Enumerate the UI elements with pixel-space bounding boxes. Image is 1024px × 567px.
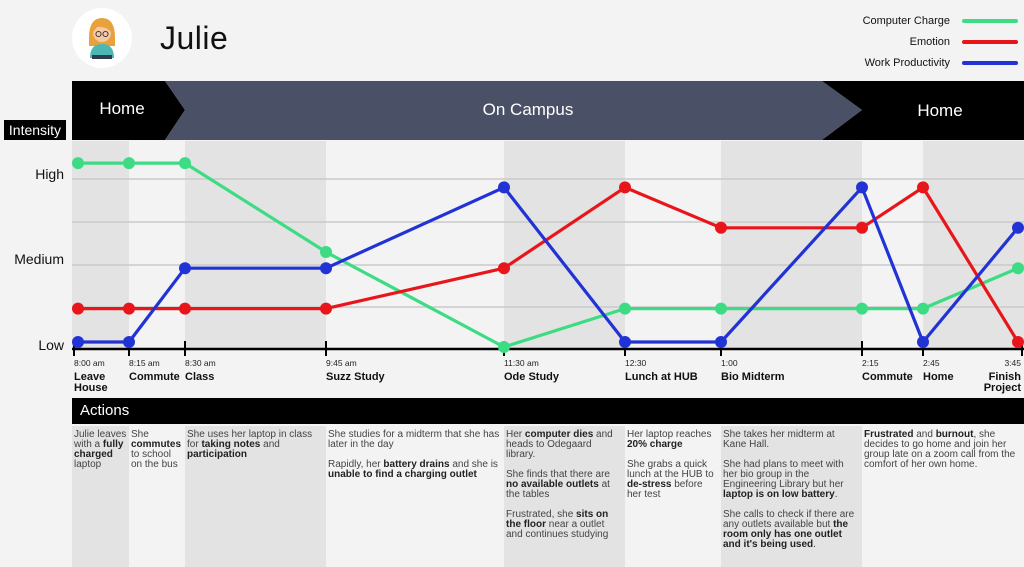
column-band (625, 141, 721, 349)
data-point-work-productivity (1012, 221, 1024, 234)
legend-swatch (962, 60, 1018, 65)
phase-label-home-end: Home (917, 101, 962, 120)
legend-item-emotion: Emotion (863, 31, 1018, 52)
action-note: She studies for a midterm that she has l… (328, 429, 500, 480)
data-point-computer-charge (715, 302, 727, 315)
x-time-label: 8:00 am (74, 358, 105, 368)
legend-swatch (962, 39, 1018, 44)
data-point-emotion (498, 262, 510, 275)
action-note: Frustrated and burnout, she decides to g… (864, 429, 1016, 470)
data-point-work-productivity (72, 336, 84, 348)
x-time-label: 2:45 (923, 358, 940, 368)
data-point-computer-charge (1012, 262, 1024, 275)
data-point-emotion (123, 302, 135, 315)
y-tick-label: Medium (14, 251, 64, 267)
phase-band-home-start (72, 81, 185, 140)
legend-label: Work Productivity (864, 56, 950, 69)
action-note: Her laptop reaches 20% charge She grabs a… (627, 429, 714, 500)
series-line-work-productivity (78, 185, 1020, 344)
x-time-label: 1:00 (721, 358, 738, 368)
actions-header: Actions (72, 398, 1024, 424)
column-band (185, 141, 326, 349)
chart-legend: Computer Charge Emotion Work Productivit… (863, 10, 1018, 73)
data-point-emotion (1012, 336, 1024, 348)
column-band (923, 141, 1024, 349)
data-point-work-productivity (498, 181, 510, 194)
legend-label: Emotion (909, 35, 950, 48)
column-band (129, 141, 185, 349)
data-point-computer-charge (179, 157, 191, 170)
x-stop-label: Lunch at HUB (625, 371, 698, 383)
data-point-computer-charge (917, 302, 929, 315)
x-stop-label: Commute (129, 371, 180, 383)
data-point-emotion (917, 181, 929, 194)
woman-avatar-icon (89, 18, 115, 59)
phase-label-home-start: Home (99, 99, 144, 118)
x-time-label: 2:15 (862, 358, 879, 368)
data-point-work-productivity (917, 336, 929, 348)
data-point-emotion (856, 221, 868, 234)
data-point-work-productivity (715, 336, 727, 348)
data-point-emotion (320, 302, 332, 315)
x-stop-label: Commute (862, 371, 913, 383)
series-line-emotion (78, 185, 1020, 343)
intensity-label-box (4, 120, 66, 140)
x-time-label: 11:30 am (504, 358, 539, 368)
x-stop-label: Ode Study (504, 371, 560, 383)
action-note: Julie leaves with a fully charged laptop (72, 426, 129, 567)
legend-item-work-productivity: Work Productivity (863, 52, 1018, 73)
data-point-work-productivity (320, 262, 332, 275)
x-time-label: 8:30 am (185, 358, 216, 368)
data-point-work-productivity (123, 336, 135, 348)
data-point-emotion (72, 302, 84, 315)
data-point-emotion (179, 302, 191, 315)
legend-label: Computer Charge (862, 14, 950, 27)
x-stop-label: Leave House (74, 371, 108, 394)
data-point-emotion (715, 221, 727, 234)
x-stop-label: Bio Midterm (721, 371, 785, 383)
persona-name: Julie (160, 20, 229, 56)
avatar (72, 8, 132, 68)
phase-band-home-end (822, 81, 1024, 140)
data-point-computer-charge (320, 246, 332, 259)
x-time-label: 8:15 am (129, 358, 160, 368)
x-stop-label: Home (923, 371, 954, 383)
x-time-label: 12:30 (625, 358, 647, 368)
action-note: She uses her laptop in class for taking … (185, 426, 326, 567)
x-time-label: 9:45 am (326, 358, 357, 368)
action-note: Her computer dies and heads to Odegaard … (504, 426, 625, 567)
data-point-work-productivity (179, 262, 191, 275)
data-point-work-productivity (619, 336, 631, 348)
phase-label-on-campus: On Campus (483, 100, 574, 119)
x-time-label: 3:45 (1004, 358, 1021, 368)
intensity-label: Intensity (9, 122, 61, 138)
x-stop-label: Finish Project (984, 371, 1022, 394)
action-note: She commutes to school on the bus (131, 429, 182, 470)
data-point-computer-charge (856, 302, 868, 315)
y-tick-label: Low (38, 337, 65, 353)
data-point-emotion (619, 181, 631, 194)
y-tick-label: High (35, 166, 64, 182)
actions-section: Julie leaves with a fully charged laptop… (72, 426, 1024, 567)
journey-chart: Home On Campus Home Intensity Low Medium H… (4, 81, 1024, 394)
x-stop-label: Suzz Study (326, 371, 386, 383)
phase-band-on-campus (165, 81, 862, 140)
column-band (326, 141, 504, 349)
x-stop-label: Class (185, 371, 214, 383)
data-point-computer-charge (123, 157, 135, 170)
data-point-computer-charge (619, 302, 631, 315)
column-band (72, 141, 129, 349)
data-point-work-productivity (856, 181, 868, 194)
legend-swatch (962, 18, 1018, 23)
data-point-computer-charge (72, 157, 84, 170)
series-line-computer-charge (78, 161, 1019, 349)
action-note: She takes her midterm at Kane Hall. She h… (721, 426, 862, 567)
legend-item-computer-charge: Computer Charge (863, 10, 1018, 31)
data-point-computer-charge (498, 340, 510, 353)
